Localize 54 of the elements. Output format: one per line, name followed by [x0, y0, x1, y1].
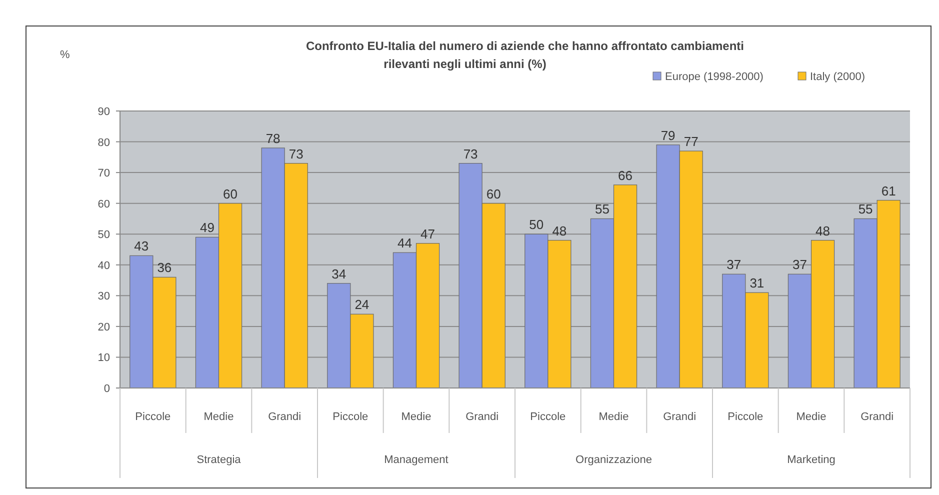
data-label: 36 — [157, 260, 172, 276]
text: Management — [384, 454, 448, 466]
y-tick-label: 20 — [98, 321, 110, 334]
y-tick-label: 40 — [98, 260, 110, 272]
data-label: 60 — [223, 186, 238, 202]
data-label: 49 — [200, 220, 214, 236]
text: Marketing — [787, 454, 836, 466]
x-tick-label: Medie — [796, 411, 826, 423]
data-label: 50 — [529, 217, 544, 232]
data-label: 47 — [420, 226, 436, 242]
legend-label: Europe (1998-2000) — [665, 71, 764, 83]
x-tick-label: Piccole — [135, 411, 171, 423]
data-label: 34 — [332, 266, 346, 282]
data-label: 60 — [486, 186, 501, 202]
y-tick-label: 10 — [98, 352, 110, 364]
data-label: 48 — [816, 223, 830, 238]
y-axis-title: % — [60, 49, 70, 61]
data-label: 24 — [354, 297, 370, 312]
x-tick-label: Piccole — [530, 411, 566, 423]
y-tick-label: 30 — [98, 290, 110, 303]
y-tick-label: 80 — [98, 136, 110, 149]
chart-title: Confronto EU-Italia del numero di aziende che hanno affrontato cambiamenti rilevanti negli ultimi anni (%) — [306, 39, 744, 71]
x-tick-label: Grandi — [466, 411, 499, 423]
data-label: 66 — [618, 168, 633, 183]
x-tick-label: Medie — [598, 411, 629, 423]
x-tick-label: Grandi — [860, 411, 894, 423]
x-tick-label: Piccole — [728, 411, 764, 423]
data-label: 48 — [552, 223, 567, 238]
data-label: 77 — [684, 134, 698, 150]
data-label: 73 — [463, 146, 478, 162]
data-label: 73 — [288, 146, 304, 162]
y-tick-label: 90 — [98, 106, 110, 118]
data-label: 37 — [726, 257, 742, 272]
x-tick-label: Grandi — [663, 411, 696, 423]
data-label: 78 — [266, 130, 280, 146]
y-tick-label: 70 — [98, 168, 110, 180]
x-tick-label: Medie — [401, 411, 432, 423]
y-tick-label: 60 — [98, 198, 110, 210]
data-label: 55 — [594, 202, 610, 217]
data-label: 79 — [660, 128, 676, 143]
x-tick-label: Piccole — [332, 411, 368, 423]
data-label: 44 — [397, 236, 412, 251]
legend-label: Italy (2000) — [810, 71, 866, 83]
y-tick-label: 50 — [98, 229, 110, 242]
text: Strategia — [196, 454, 242, 466]
x-tick-label: Medie — [204, 411, 234, 423]
y-tick-label: 0 — [104, 383, 110, 395]
data-label: 55 — [858, 202, 873, 217]
data-label: 31 — [750, 276, 764, 291]
data-label: 37 — [792, 257, 807, 272]
x-tick-label: Grandi — [268, 411, 302, 423]
data-label: 43 — [134, 238, 149, 254]
text: Organizzazione — [576, 454, 652, 466]
data-label: 61 — [881, 183, 896, 198]
